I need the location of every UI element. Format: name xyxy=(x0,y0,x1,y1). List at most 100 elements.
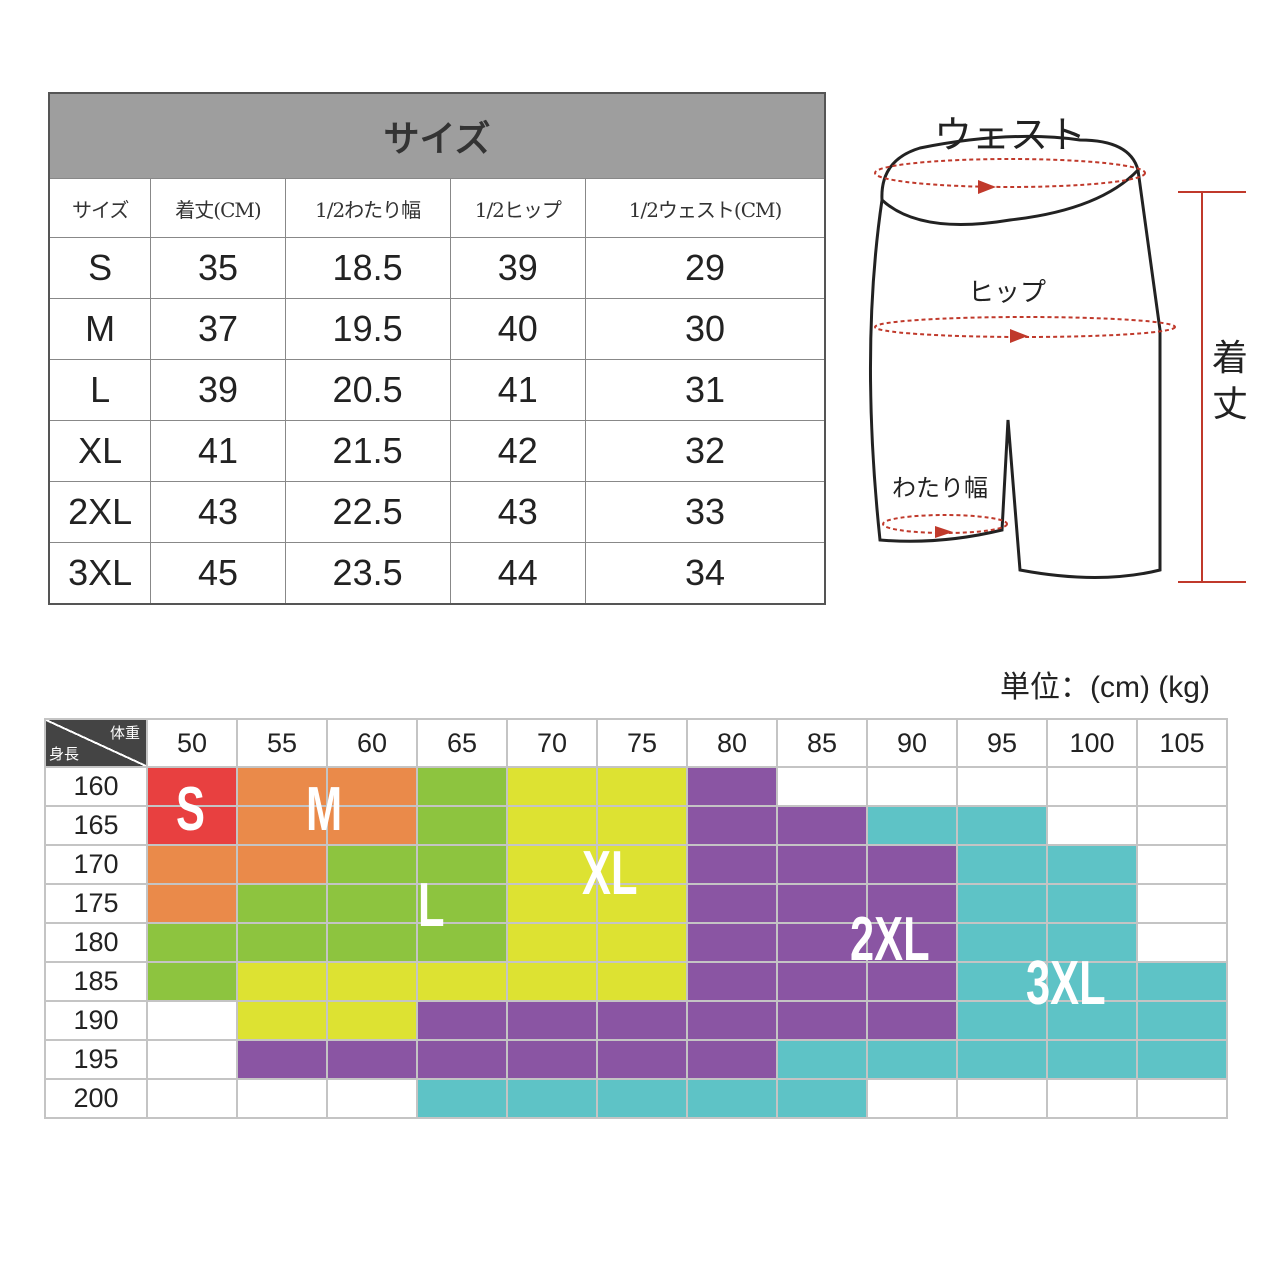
size-cell-xl xyxy=(596,922,688,963)
size-cell-3xl xyxy=(866,1039,958,1080)
table-cell: 30 xyxy=(585,298,826,360)
size-cell-empty xyxy=(866,766,958,807)
size-cell-3xl xyxy=(956,961,1048,1002)
size-cell-l xyxy=(416,844,508,885)
table-row: L 39 20.5 41 31 xyxy=(48,359,826,421)
size-cell-2xl xyxy=(686,805,778,846)
size-cell-l xyxy=(146,961,238,1002)
grid-row: 200 xyxy=(44,1078,1228,1119)
size-cell-xl xyxy=(506,883,598,924)
size-cell-empty xyxy=(1136,883,1228,924)
size-cell-m xyxy=(326,805,418,846)
size-cell-3xl xyxy=(866,805,958,846)
column-header: 1/2ヒップ xyxy=(449,178,587,238)
region-label-xl: XL xyxy=(582,839,638,908)
shorts-outline-icon xyxy=(868,134,1162,579)
grid-row: 185 xyxy=(44,961,1228,1002)
size-cell-m xyxy=(146,883,238,924)
size-cell-2xl xyxy=(776,883,868,924)
size-cell-l xyxy=(326,883,418,924)
table-cell: 39 xyxy=(150,359,286,421)
grid-row: 170 xyxy=(44,844,1228,885)
weight-tick: 85 xyxy=(776,718,868,768)
size-cell-empty xyxy=(326,1078,418,1119)
size-cell-xl xyxy=(596,883,688,924)
hip-measure-line xyxy=(874,316,1176,338)
size-cell-2xl xyxy=(776,1000,868,1041)
table-row: XL 41 21.5 42 32 xyxy=(48,420,826,482)
table-cell: 43 xyxy=(150,481,286,543)
size-cell-2xl xyxy=(686,844,778,885)
size-cell-xl xyxy=(506,805,598,846)
table-cell: 19.5 xyxy=(284,298,451,360)
size-cell-m xyxy=(236,805,328,846)
size-cell-xl xyxy=(596,766,688,807)
table-cell: 3XL xyxy=(48,542,152,605)
table-cell: XL xyxy=(48,420,152,482)
thigh-label: わたり幅 xyxy=(892,474,988,502)
column-header: 着丈(CM) xyxy=(150,178,286,238)
size-cell-2xl xyxy=(776,805,868,846)
size-cell-3xl xyxy=(416,1078,508,1119)
weight-tick: 100 xyxy=(1046,718,1138,768)
size-cell-2xl xyxy=(686,1000,778,1041)
grid-row: 195 xyxy=(44,1039,1228,1080)
size-cell-l xyxy=(236,922,328,963)
table-row: S 35 18.5 39 29 xyxy=(48,237,826,299)
size-cell-2xl xyxy=(686,883,778,924)
size-cell-empty xyxy=(866,1078,958,1119)
size-cell-2xl xyxy=(416,1039,508,1080)
size-cell-empty xyxy=(1136,766,1228,807)
table-cell: 39 xyxy=(449,237,587,299)
size-cell-xl xyxy=(506,922,598,963)
size-cell-xl xyxy=(506,766,598,807)
size-cell-empty xyxy=(1046,1078,1138,1119)
weight-tick: 75 xyxy=(596,718,688,768)
height-tick: 185 xyxy=(44,961,148,1002)
size-cell-m xyxy=(146,844,238,885)
height-tick: 175 xyxy=(44,883,148,924)
table-cell: 42 xyxy=(449,420,587,482)
size-cell-empty xyxy=(1136,805,1228,846)
size-cell-2xl xyxy=(866,883,958,924)
table-cell: 23.5 xyxy=(284,542,451,605)
region-label-2xl: 2XL xyxy=(850,905,930,974)
length-label: 着丈 xyxy=(1212,336,1252,428)
column-header: 1/2ウェスト(CM) xyxy=(585,178,826,238)
size-cell-2xl xyxy=(596,1000,688,1041)
size-cell-3xl xyxy=(956,1039,1048,1080)
size-cell-2xl xyxy=(776,922,868,963)
size-cell-2xl xyxy=(776,961,868,1002)
height-tick: 170 xyxy=(44,844,148,885)
size-cell-xl xyxy=(506,961,598,1002)
waist-measure-line xyxy=(874,158,1146,188)
size-cell-empty xyxy=(1046,805,1138,846)
size-cell-xl xyxy=(326,1000,418,1041)
size-cell-2xl xyxy=(506,1000,598,1041)
size-cell-3xl xyxy=(1046,883,1138,924)
size-cell-l xyxy=(416,805,508,846)
size-cell-l xyxy=(416,883,508,924)
grid-row: 180 xyxy=(44,922,1228,963)
size-cell-2xl xyxy=(866,844,958,885)
table-cell: 18.5 xyxy=(284,237,451,299)
column-header: 1/2わたり幅 xyxy=(284,178,451,238)
size-cell-empty xyxy=(1136,844,1228,885)
size-cell-3xl xyxy=(686,1078,778,1119)
size-cell-l xyxy=(326,922,418,963)
height-tick: 180 xyxy=(44,922,148,963)
table-cell: 41 xyxy=(150,420,286,482)
size-grid: 体重 身長 50 55 60 65 70 75 80 85 90 95 100 105 160 165 1… xyxy=(44,718,1228,1119)
size-cell-xl xyxy=(596,805,688,846)
size-cell-2xl xyxy=(596,1039,688,1080)
table-cell: M xyxy=(48,298,152,360)
unit-label: 単位：(cm) (kg) xyxy=(1000,671,1210,704)
column-header: サイズ xyxy=(48,178,152,238)
size-cell-empty xyxy=(776,766,868,807)
size-cell-3xl xyxy=(1136,961,1228,1002)
table-cell: 33 xyxy=(585,481,826,543)
table-row: 2XL 43 22.5 43 33 xyxy=(48,481,826,543)
table-cell: 2XL xyxy=(48,481,152,543)
grid-corner: 体重 身長 xyxy=(44,718,148,768)
